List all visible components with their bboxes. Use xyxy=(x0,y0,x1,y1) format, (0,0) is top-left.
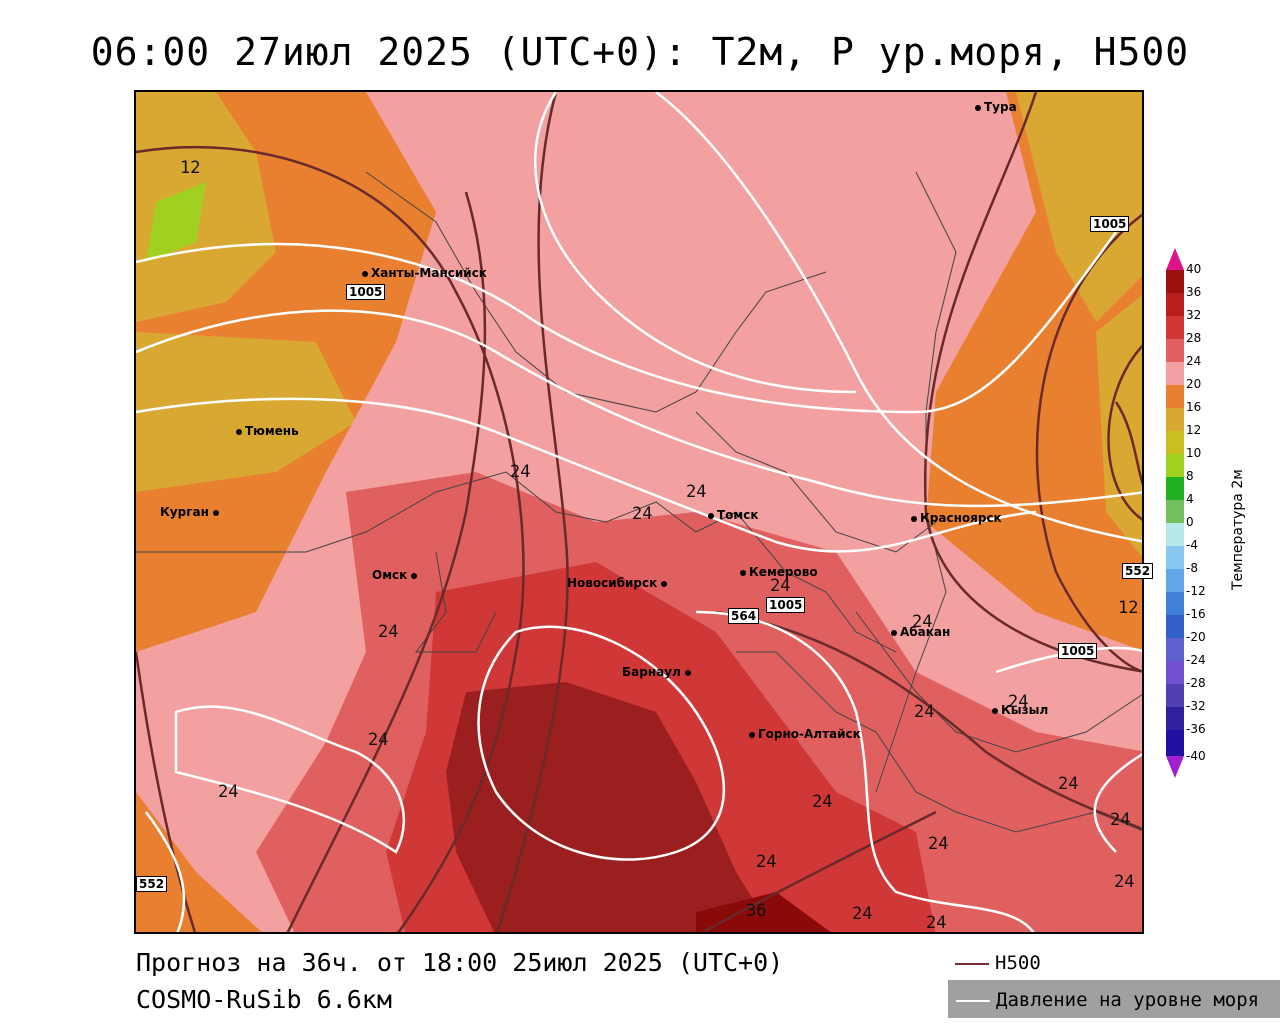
isotherm-label: 24 xyxy=(378,622,399,642)
city-label-tura: Тура xyxy=(975,100,1017,114)
city-label-abakan: Абакан xyxy=(891,625,950,639)
city-label-khanty-mansiysk: Ханты-Мансийск xyxy=(362,266,487,280)
h500-label: 564 xyxy=(728,608,760,624)
isotherm-label: 24 xyxy=(510,462,531,482)
admin-boundaries xyxy=(136,171,1142,833)
isotherm-label: 24 xyxy=(632,504,653,524)
colorbar-tick: -20 xyxy=(1186,630,1206,644)
temp-field-36plus xyxy=(696,892,831,932)
colorbar-tick: -12 xyxy=(1186,584,1206,598)
isotherm-label: 12 xyxy=(180,158,201,178)
colorbar-tick: 28 xyxy=(1186,331,1202,345)
colorbar-tick: -28 xyxy=(1186,676,1206,690)
colorbar-tick: 12 xyxy=(1186,423,1202,437)
city-label-kurgan: Курган xyxy=(160,505,222,519)
colorbar-tick: 16 xyxy=(1186,400,1202,414)
isotherm-label: 24 xyxy=(1114,872,1135,892)
legend-pressure-label: Давление на уровне моря xyxy=(996,989,1260,1011)
legend-pressure: Давление на уровне моря xyxy=(948,980,1280,1018)
city-label-tyumen: Тюмень xyxy=(236,424,299,438)
colorbar-tick: 20 xyxy=(1186,377,1202,391)
temp-field-12-16-east xyxy=(1016,92,1142,322)
colorbar-tick: -8 xyxy=(1186,561,1198,575)
temp-field-12-16-west2 xyxy=(136,332,356,492)
colorbar-tick: -40 xyxy=(1186,749,1206,763)
map-title: 06:00 27июл 2025 (UTC+0): Т2м, Р ур.моря… xyxy=(90,30,1190,74)
isotherm-label: 24 xyxy=(756,852,777,872)
forecast-info: Прогноз на 36ч. от 18:00 25июл 2025 (UTC… xyxy=(136,948,784,977)
isotherm-label: 24 xyxy=(926,913,947,933)
temperature-colorbar xyxy=(1166,248,1184,778)
isotherm-label: 24 xyxy=(1110,810,1131,830)
isobar-label: 1005 xyxy=(766,597,806,613)
colorbar-tick: -24 xyxy=(1186,653,1206,667)
isotherm-label: 24 xyxy=(928,834,949,854)
h500-label: 552 xyxy=(136,876,168,892)
isotherm-label: 24 xyxy=(368,730,389,750)
isotherm-label: 24 xyxy=(912,612,933,632)
colorbar-tick: 32 xyxy=(1186,308,1202,322)
colorbar-tick: 8 xyxy=(1186,469,1194,483)
city-label-tomsk: Томск xyxy=(708,508,759,522)
colorbar-tick: 10 xyxy=(1186,446,1202,460)
isotherm-label: 36 xyxy=(746,901,767,921)
city-label-kemerovo: Кемерово xyxy=(740,565,818,579)
legend-h500-label: H500 xyxy=(995,952,1041,974)
isobar-label: 1005 xyxy=(346,284,386,300)
legend-h500: H500 xyxy=(955,952,1041,974)
isotherm-label: 24 xyxy=(770,576,791,596)
colorbar-tick: -36 xyxy=(1186,722,1206,736)
colorbar-tick: 24 xyxy=(1186,354,1202,368)
isotherm-label: 24 xyxy=(914,702,935,722)
isotherm-label: 24 xyxy=(852,904,873,924)
isotherm-label: 24 xyxy=(218,782,239,802)
colorbar-tick: 36 xyxy=(1186,285,1202,299)
h500-line-swatch xyxy=(955,962,989,965)
pressure-isobars xyxy=(136,92,1142,932)
temp-field-8-12 xyxy=(146,182,206,262)
h500-label: 552 xyxy=(1122,563,1154,579)
isotherm-label: 24 xyxy=(686,482,707,502)
isobar-label: 1005 xyxy=(1090,216,1130,232)
weather-map xyxy=(134,90,1144,934)
isotherm-label: 24 xyxy=(812,792,833,812)
colorbar-tick: -16 xyxy=(1186,607,1206,621)
isotherm-label: 12 xyxy=(1118,598,1139,618)
city-label-novosibirsk: Новосибирск xyxy=(567,576,670,590)
city-label-kyzyl: Кызыл xyxy=(992,703,1048,717)
pressure-line-swatch xyxy=(956,999,990,1002)
temp-field-32-36 xyxy=(446,682,774,932)
isotherm-label: 24 xyxy=(1058,774,1079,794)
city-label-barnaul: Барнаул xyxy=(622,665,694,679)
colorbar-tick: -4 xyxy=(1186,538,1198,552)
isotherm-label: 24 xyxy=(1008,692,1029,712)
colorbar-tick: -32 xyxy=(1186,699,1206,713)
city-label-krasnoyarsk: Красноярск xyxy=(911,511,1002,525)
city-label-omsk: Омск xyxy=(372,568,420,582)
colorbar-tick: 40 xyxy=(1186,262,1202,276)
city-label-gorno-altaysk: Горно-Алтайск xyxy=(749,727,861,741)
colorbar-tick: 0 xyxy=(1186,515,1194,529)
colorbar-title: Температура 2м xyxy=(1230,469,1246,590)
colorbar-tick: 4 xyxy=(1186,492,1194,506)
isobar-label: 1005 xyxy=(1058,643,1098,659)
model-info: COSMO-RuSib 6.6км xyxy=(136,985,392,1014)
h500-contours xyxy=(136,92,1142,932)
